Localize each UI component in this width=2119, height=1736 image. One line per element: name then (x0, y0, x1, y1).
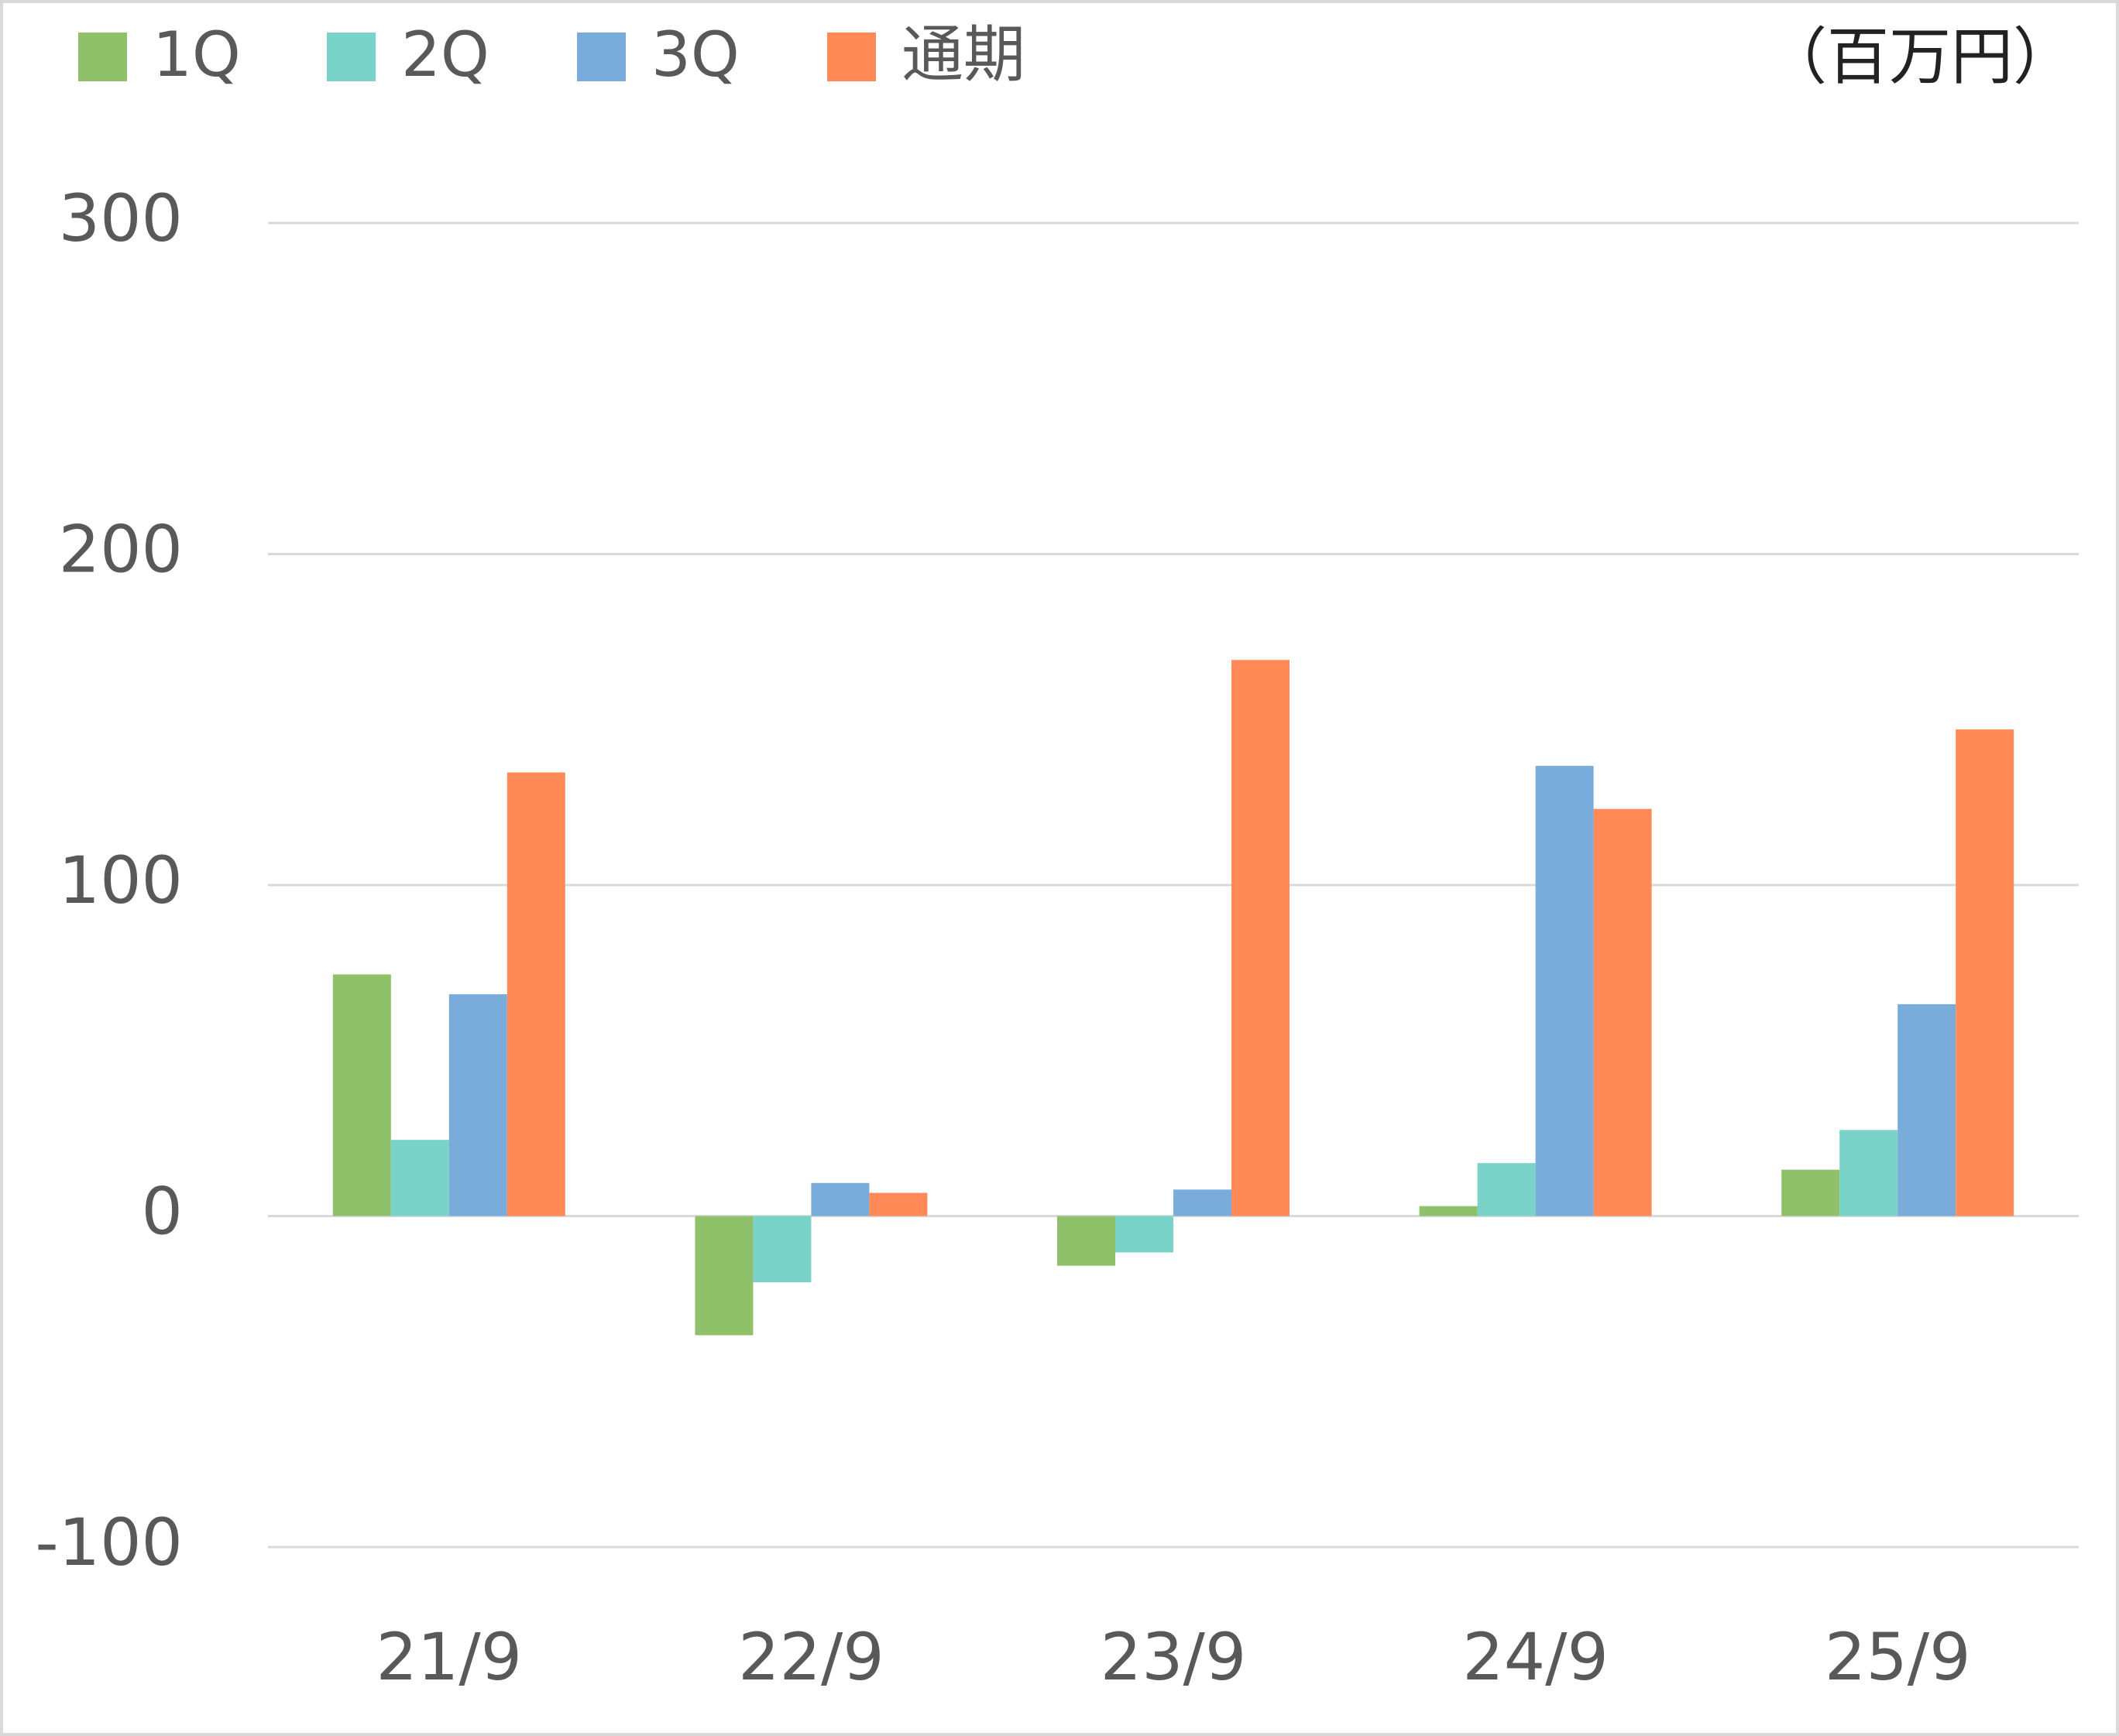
bar (869, 1192, 928, 1216)
bar (1956, 729, 2014, 1216)
bar (1231, 660, 1290, 1216)
bar (1057, 1216, 1115, 1266)
bar (390, 1140, 449, 1216)
bar (1781, 1169, 1840, 1216)
unit-label: （百万円） (1765, 21, 2075, 93)
bar (753, 1216, 812, 1282)
bar (1897, 1004, 1956, 1216)
legend-label: 1Q (153, 19, 241, 91)
bar (1593, 808, 1652, 1216)
legend-swatch (78, 33, 127, 81)
x-tick-label: 23/9 (1101, 1619, 1247, 1695)
legend-swatch (827, 33, 876, 81)
bar (1477, 1163, 1536, 1216)
x-tick-label: 25/9 (1825, 1619, 1971, 1695)
bar (332, 974, 391, 1216)
bar (1173, 1189, 1231, 1216)
legend-swatch (577, 33, 626, 81)
legend-swatch (327, 33, 376, 81)
x-tick-label: 21/9 (376, 1619, 522, 1695)
legend-label: 3Q (651, 19, 740, 91)
y-tick-label: 100 (59, 842, 183, 918)
x-tick-label: 24/9 (1462, 1619, 1609, 1695)
bar (507, 772, 565, 1216)
legend-label: 通期 (902, 19, 1025, 91)
y-tick-label: 0 (142, 1173, 183, 1249)
bar (1115, 1216, 1173, 1253)
legend-label: 2Q (401, 19, 489, 91)
y-tick-label: -100 (35, 1504, 183, 1580)
y-tick-label: 300 (59, 180, 183, 256)
bar (1839, 1130, 1898, 1216)
bar (1535, 766, 1594, 1216)
bar (811, 1182, 870, 1216)
x-tick-label: 22/9 (738, 1619, 884, 1695)
bar (1419, 1206, 1478, 1216)
bar (695, 1216, 754, 1336)
y-tick-label: 200 (59, 511, 183, 587)
bar (448, 994, 507, 1216)
